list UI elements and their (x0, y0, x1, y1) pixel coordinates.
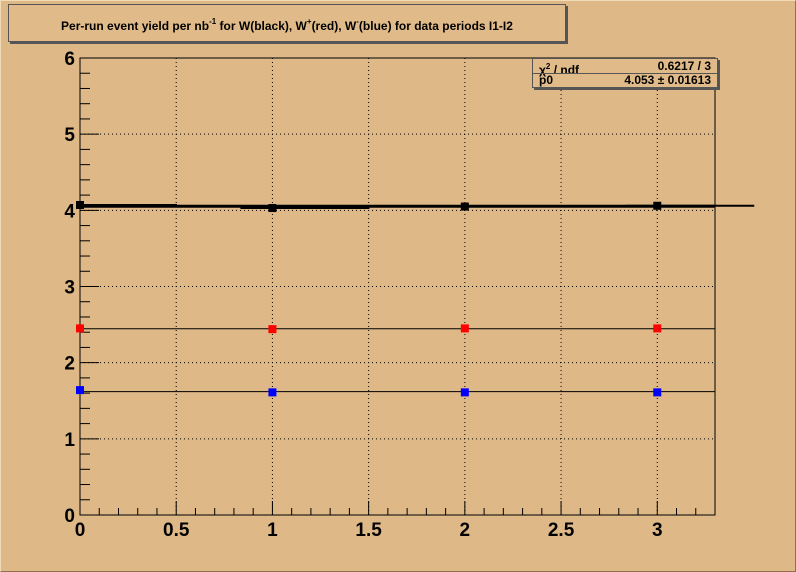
data-point (76, 386, 84, 395)
data-point (460, 202, 469, 211)
data-point (76, 201, 84, 210)
chi2-value: 0.6217 / 3 (657, 59, 711, 73)
y-tick-label: 0 (64, 506, 75, 527)
data-point (653, 388, 662, 397)
data-point (268, 325, 277, 334)
data-point (268, 204, 277, 213)
x-tick-label: 3 (652, 520, 663, 541)
data-point (460, 324, 469, 333)
title-part-2: -1 (209, 17, 217, 26)
y-tick-label: 2 (64, 354, 75, 375)
x-tick-label: 1.5 (355, 520, 382, 541)
title-part-3: for W(black), W (216, 19, 307, 33)
title-part-5: (red), W (311, 19, 357, 33)
data-point (268, 388, 277, 397)
data-point (653, 201, 662, 210)
y-tick-label: 5 (64, 125, 75, 146)
plot-frame (79, 57, 716, 516)
y-tick-label: 3 (64, 278, 75, 299)
fit-stats-box: χ2 / ndf 0.6217 / 3 p0 4.053 ± 0.01613 (532, 58, 718, 88)
p0-row: p0 4.053 ± 0.01613 (539, 74, 711, 87)
chi2-row: χ2 / ndf 0.6217 / 3 (539, 59, 711, 77)
x-tick-label: 2 (460, 520, 471, 541)
data-point (76, 324, 84, 333)
x-tick-label: 1 (267, 520, 278, 541)
title-part-7: (blue) for data periods I1-I2 (358, 19, 513, 33)
p0-value: 4.053 ± 0.01613 (624, 73, 711, 87)
p0-label: p0 (539, 73, 554, 87)
title-part-6: - (356, 17, 359, 26)
y-tick-label: 4 (64, 201, 75, 222)
x-tick-label: 2.5 (548, 520, 575, 541)
title-part-4: + (306, 17, 312, 26)
title-part-1: Per-run event yield per nb (61, 19, 210, 33)
x-tick-label: 0.5 (163, 520, 190, 541)
y-tick-label: 1 (64, 430, 75, 451)
stats-separator (533, 73, 717, 74)
x-tick-label: 0 (75, 520, 86, 541)
data-point (460, 388, 469, 397)
y-tick-label: 6 (64, 49, 75, 70)
data-point (653, 324, 662, 333)
chart-title: Per-run event yield per nb-1 for W(black… (8, 4, 566, 42)
